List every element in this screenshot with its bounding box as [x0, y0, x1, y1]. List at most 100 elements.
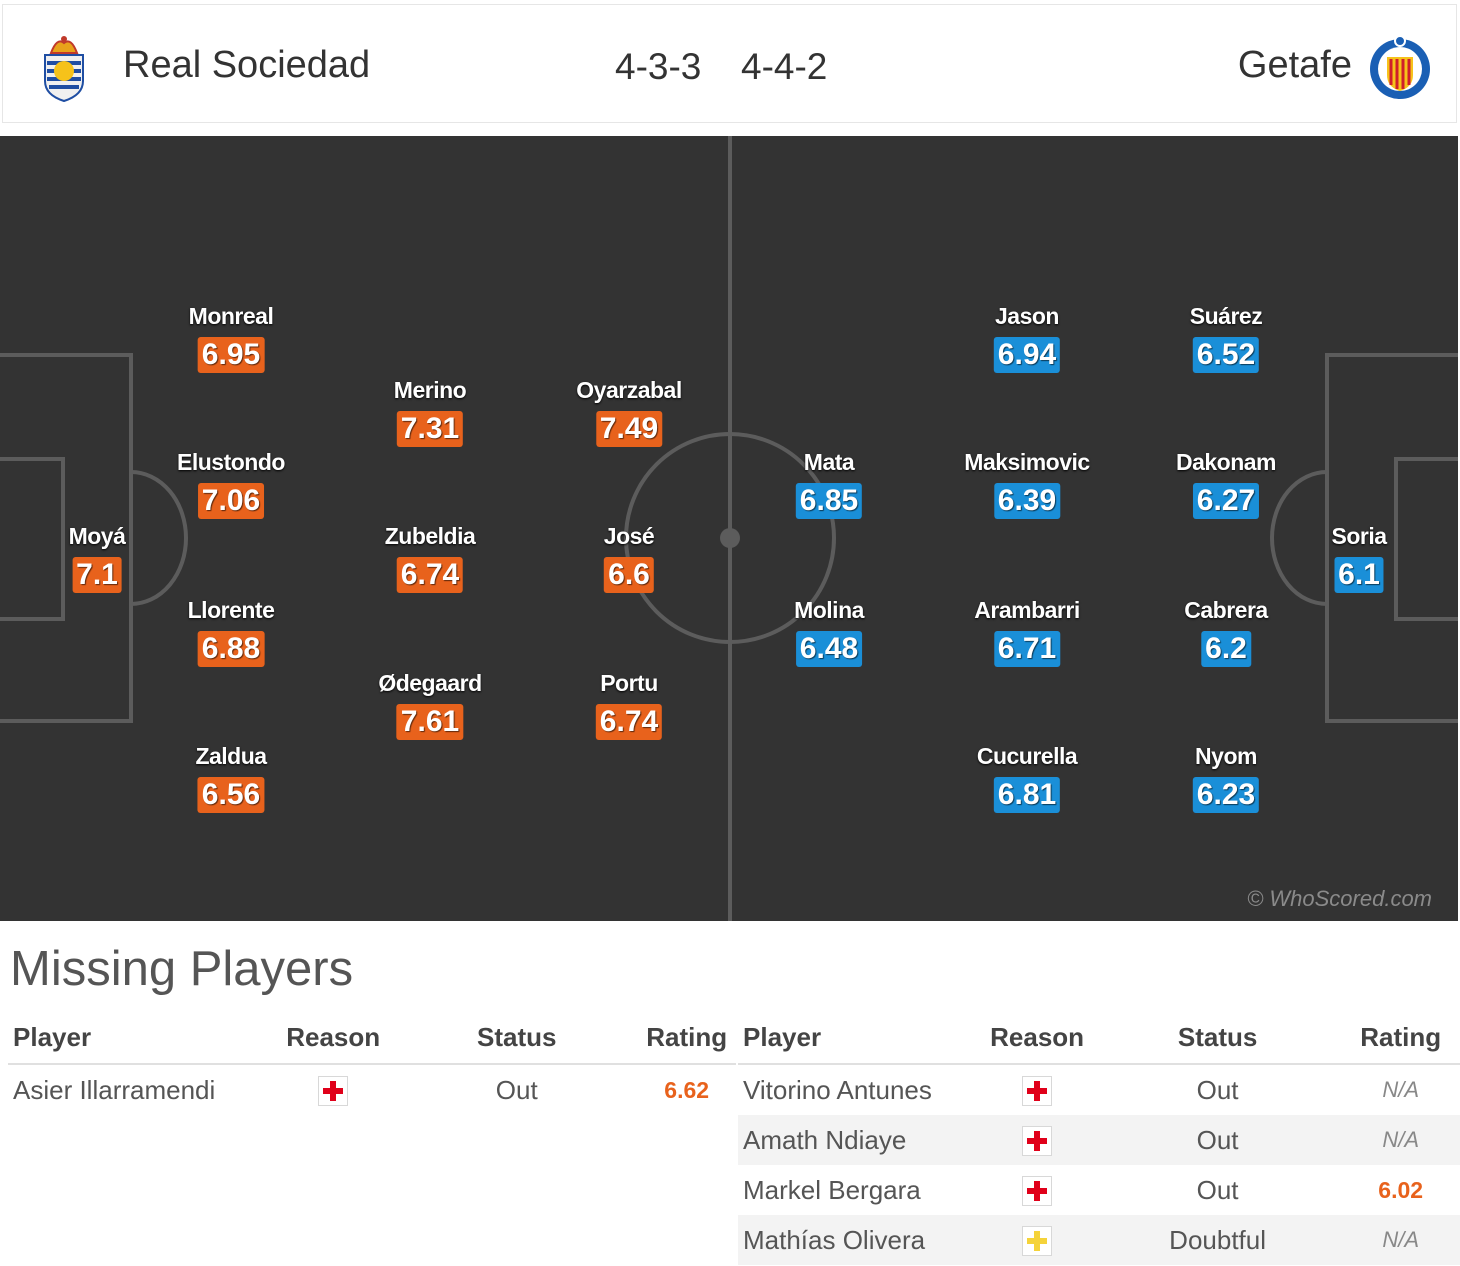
player-name: Merino: [393, 377, 467, 403]
status: Out: [1196, 1074, 1239, 1105]
player-name: Zubeldia: [384, 523, 476, 549]
player-name[interactable]: Asier Illarramendi: [13, 1074, 216, 1105]
player-rating: 6.6: [604, 557, 654, 593]
injury-cross-icon: [1022, 1126, 1053, 1157]
getafe-crest-icon: [1370, 35, 1430, 99]
injury-cross-icon: [318, 1076, 349, 1107]
player-rating: 6.74: [396, 557, 464, 593]
player-rating: 6.39: [993, 483, 1061, 519]
player-name: Monreal: [188, 303, 274, 329]
home-player[interactable]: Ødegaard 7.61: [378, 669, 482, 740]
player-name: Elustondo: [177, 449, 285, 475]
col-header-reason[interactable]: Reason: [270, 1011, 397, 1065]
player-name: Oyarzabal: [576, 377, 682, 403]
player-name[interactable]: Mathías Olivera: [738, 1215, 981, 1265]
pitch: Monreal 6.95 Elustondo 7.06 Llorente 6.8…: [0, 136, 1458, 921]
player-name: Portu: [600, 670, 658, 696]
col-header-player[interactable]: Player: [8, 1011, 271, 1065]
home-missing-table: Player Reason Status Rating Asier Illarr…: [8, 1011, 736, 1115]
col-header-reason[interactable]: Reason: [980, 1011, 1094, 1065]
player-name: Maksimovic: [964, 449, 1090, 475]
player-rating: 6.27: [1192, 483, 1260, 519]
away-player[interactable]: Soria 6.1: [1331, 522, 1387, 593]
player-name: Moyá: [68, 523, 126, 549]
player-name: Suárez: [1189, 303, 1263, 329]
home-player[interactable]: Elustondo 7.06: [177, 448, 285, 519]
col-header-player[interactable]: Player: [738, 1011, 981, 1065]
player-rating: 6.2: [1201, 631, 1251, 667]
away-player[interactable]: Suárez 6.52: [1189, 302, 1263, 373]
player-rating: 6.71: [993, 631, 1061, 667]
away-player[interactable]: Arambarri 6.71: [974, 596, 1080, 667]
player-rating: 6.81: [993, 777, 1061, 813]
player-name: Nyom: [1195, 743, 1257, 769]
col-header-status[interactable]: Status: [396, 1011, 638, 1065]
whoscored-watermark: © WhoScored.com: [1247, 886, 1432, 911]
away-player[interactable]: Mata 6.85: [795, 448, 863, 519]
home-player[interactable]: Oyarzabal 7.49: [576, 376, 682, 447]
col-header-rating[interactable]: Rating: [637, 1011, 736, 1065]
player-rating: 7.06: [197, 483, 265, 519]
player-rating: 6.85: [795, 483, 863, 519]
home-player[interactable]: José 6.6: [603, 522, 655, 593]
injury-cross-icon: [1022, 1076, 1053, 1107]
player-rating: 6.74: [595, 704, 663, 740]
away-team-name[interactable]: Getafe: [1237, 44, 1352, 86]
rating: 6.02: [1378, 1176, 1424, 1203]
away-player[interactable]: Molina 6.48: [794, 596, 864, 667]
home-team-name[interactable]: Real Sociedad: [123, 44, 371, 86]
player-name: Llorente: [187, 597, 275, 623]
pitch-markings: [0, 136, 1458, 921]
table-row: Mathías Olivera Doubtful N/A: [738, 1215, 1460, 1265]
player-rating: 6.94: [993, 337, 1061, 373]
table-row: Vitorino Antunes Out N/A: [738, 1064, 1460, 1115]
home-player[interactable]: Zaldua 6.56: [195, 742, 267, 813]
player-name[interactable]: Markel Bergara: [743, 1174, 921, 1205]
player-name: Zaldua: [195, 743, 267, 769]
player-name[interactable]: Amath Ndiaye: [738, 1115, 981, 1165]
table-row: Asier Illarramendi Out 6.62: [8, 1064, 736, 1115]
player-rating: 6.1: [1334, 557, 1384, 593]
home-player[interactable]: Monreal 6.95: [189, 302, 274, 373]
home-formation: 4-3-3: [615, 46, 702, 87]
status: Doubtful: [1093, 1215, 1342, 1265]
rating: 6.62: [664, 1076, 710, 1103]
match-header: Real Sociedad 4-3-3 4-4-2 Getafe: [2, 4, 1457, 123]
player-name: Cabrera: [1184, 597, 1268, 623]
home-player[interactable]: Moyá 7.1: [69, 522, 126, 593]
away-player[interactable]: Cucurella 6.81: [976, 742, 1078, 813]
player-rating: 6.48: [795, 631, 863, 667]
player-name: Jason: [995, 303, 1059, 329]
player-name: Mata: [803, 449, 855, 475]
away-player[interactable]: Jason 6.94: [993, 302, 1061, 373]
doubtful-cross-icon: [1022, 1226, 1053, 1257]
home-player[interactable]: Zubeldia 6.74: [385, 522, 476, 593]
injury-cross-icon: [1022, 1176, 1053, 1207]
away-player[interactable]: Dakonam 6.27: [1175, 448, 1277, 519]
away-player[interactable]: Cabrera 6.2: [1184, 596, 1268, 667]
player-name: José: [603, 523, 655, 549]
col-header-status[interactable]: Status: [1093, 1011, 1342, 1065]
table-row: Markel Bergara Out 6.02: [738, 1165, 1460, 1215]
rating: N/A: [1382, 1077, 1420, 1102]
missing-players-title: Missing Players: [10, 942, 354, 996]
player-name: Dakonam: [1175, 449, 1277, 475]
away-player[interactable]: Maksimovic 6.39: [964, 448, 1090, 519]
away-player[interactable]: Nyom 6.23: [1192, 742, 1260, 813]
player-rating: 7.49: [595, 411, 663, 447]
player-name: Soria: [1331, 523, 1387, 549]
away-missing-table: Player Reason Status Rating Vitorino Ant…: [738, 1011, 1460, 1265]
home-player[interactable]: Merino 7.31: [393, 376, 467, 447]
player-name[interactable]: Vitorino Antunes: [743, 1074, 932, 1105]
real-sociedad-crest-icon: [44, 36, 84, 103]
rating: N/A: [1341, 1215, 1460, 1265]
player-name: Molina: [794, 597, 864, 623]
player-name: Arambarri: [974, 597, 1080, 623]
home-player[interactable]: Portu 6.74: [595, 669, 663, 740]
home-player[interactable]: Llorente 6.88: [188, 596, 275, 667]
player-name: Cucurella: [976, 743, 1078, 769]
col-header-rating[interactable]: Rating: [1341, 1011, 1460, 1065]
player-rating: 7.1: [72, 557, 122, 593]
player-rating: 6.23: [1192, 777, 1260, 813]
player-rating: 7.61: [396, 704, 464, 740]
